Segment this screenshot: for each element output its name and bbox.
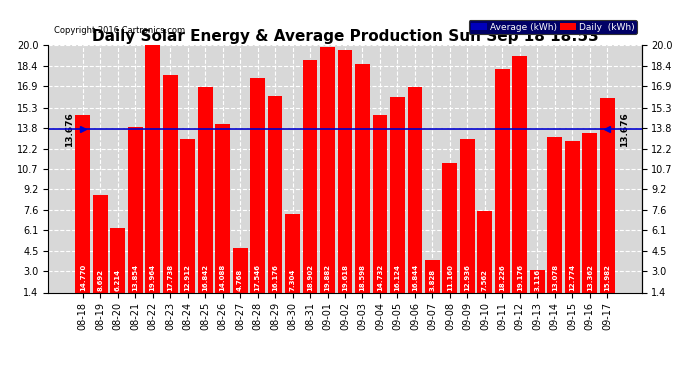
Text: 17.738: 17.738 (167, 263, 173, 291)
Bar (320, 46, 335, 311)
Bar (425, 260, 440, 311)
Text: 13.362: 13.362 (586, 264, 593, 291)
Bar (163, 75, 177, 311)
Bar (442, 163, 457, 311)
Bar (110, 228, 125, 311)
Text: 19.882: 19.882 (324, 264, 331, 291)
Bar (180, 140, 195, 311)
Text: 19.964: 19.964 (150, 263, 156, 291)
Bar (197, 87, 213, 311)
Text: 18.902: 18.902 (307, 264, 313, 291)
Bar (268, 96, 282, 311)
Bar (215, 124, 230, 311)
Bar (337, 50, 353, 311)
Title: Daily Solar Energy & Average Production Sun Sep 18 18:53: Daily Solar Energy & Average Production … (92, 29, 598, 44)
Text: 7.562: 7.562 (482, 268, 488, 291)
Bar (92, 195, 108, 311)
Text: 13.676: 13.676 (65, 112, 74, 147)
Bar (495, 69, 510, 311)
Bar (373, 115, 387, 311)
Text: 13.676: 13.676 (620, 112, 629, 147)
Text: 11.160: 11.160 (447, 264, 453, 291)
Bar (128, 127, 143, 311)
Text: 14.770: 14.770 (80, 263, 86, 291)
Text: 12.936: 12.936 (464, 264, 471, 291)
Bar (477, 210, 493, 311)
Text: 13.078: 13.078 (552, 263, 558, 291)
Text: 16.176: 16.176 (272, 264, 278, 291)
Bar (233, 248, 248, 311)
Text: Copyright 2016 Cartronics.com: Copyright 2016 Cartronics.com (55, 26, 186, 35)
Text: 14.088: 14.088 (219, 263, 226, 291)
Text: 19.176: 19.176 (517, 264, 523, 291)
Bar (390, 97, 405, 311)
Text: 15.982: 15.982 (604, 264, 610, 291)
Bar (565, 141, 580, 311)
Bar (547, 137, 562, 311)
Bar (600, 99, 615, 311)
Bar (355, 64, 370, 311)
Text: 16.124: 16.124 (395, 264, 400, 291)
Bar (285, 214, 300, 311)
Text: 16.844: 16.844 (412, 263, 418, 291)
Text: 16.842: 16.842 (202, 264, 208, 291)
Text: 3.828: 3.828 (429, 268, 435, 291)
Bar (75, 115, 90, 311)
Text: 4.768: 4.768 (237, 268, 243, 291)
Bar (513, 56, 527, 311)
Text: 12.912: 12.912 (185, 264, 190, 291)
Text: 19.618: 19.618 (342, 264, 348, 291)
Text: 17.546: 17.546 (255, 264, 261, 291)
Bar (530, 270, 545, 311)
Bar (303, 60, 317, 311)
Bar (145, 45, 160, 311)
Text: 6.214: 6.214 (115, 268, 121, 291)
Text: 13.854: 13.854 (132, 263, 138, 291)
Bar (582, 134, 598, 311)
Bar (460, 139, 475, 311)
Text: 14.732: 14.732 (377, 263, 383, 291)
Bar (408, 87, 422, 311)
Bar (250, 78, 265, 311)
Text: 18.226: 18.226 (500, 264, 505, 291)
Text: 18.598: 18.598 (359, 264, 366, 291)
Text: 3.116: 3.116 (534, 268, 540, 291)
Text: 12.774: 12.774 (569, 263, 575, 291)
Legend: Average (kWh), Daily  (kWh): Average (kWh), Daily (kWh) (469, 20, 637, 34)
Text: 8.692: 8.692 (97, 268, 104, 291)
Text: 7.304: 7.304 (290, 268, 295, 291)
